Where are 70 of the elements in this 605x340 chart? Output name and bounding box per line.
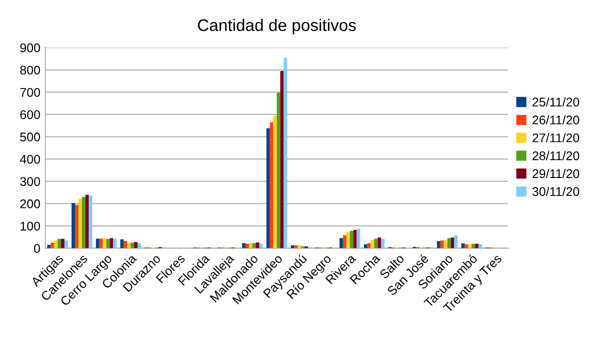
bar — [273, 116, 277, 248]
legend-label: 27/11/20 — [532, 133, 580, 142]
bar — [124, 240, 128, 248]
bar — [346, 232, 350, 248]
bar — [61, 238, 64, 248]
bar — [364, 244, 368, 248]
bar — [138, 243, 141, 248]
bar — [280, 71, 284, 248]
bar — [342, 235, 346, 248]
bar — [378, 238, 382, 248]
bar — [461, 243, 465, 248]
bar — [242, 243, 246, 248]
bar — [353, 230, 357, 248]
bar — [47, 244, 51, 248]
y-tick-label: 500 — [20, 132, 40, 142]
y-tick-label: 400 — [20, 154, 40, 164]
bar — [113, 238, 117, 248]
y-tick-label: 900 — [20, 43, 40, 52]
bar — [270, 122, 274, 248]
bar — [256, 242, 260, 248]
bar — [127, 242, 131, 248]
legend-label: 30/11/20 — [532, 186, 580, 196]
bar — [58, 238, 62, 248]
bar — [50, 242, 54, 248]
legend-label: 25/11/20 — [532, 97, 580, 106]
bar — [266, 128, 270, 248]
bar — [440, 240, 444, 248]
bar — [436, 241, 440, 248]
bar — [130, 242, 134, 248]
bar — [367, 243, 371, 248]
bar — [447, 238, 451, 248]
bar — [96, 238, 100, 248]
legend-label: 28/11/20 — [532, 151, 580, 160]
bar — [454, 235, 458, 248]
bar — [284, 58, 288, 248]
bar — [78, 198, 82, 248]
bar — [340, 238, 343, 248]
bar — [102, 238, 106, 248]
bar — [246, 244, 249, 248]
bar — [134, 242, 138, 248]
bar — [475, 244, 479, 248]
legend-label: 29/11/20 — [532, 168, 580, 178]
bar — [468, 244, 472, 248]
y-tick-label: 700 — [20, 88, 40, 97]
bar — [75, 204, 78, 248]
bar — [374, 238, 378, 248]
y-tick-label: 800 — [20, 66, 40, 75]
bar — [72, 202, 76, 248]
bar — [252, 243, 256, 248]
bar — [381, 238, 385, 248]
y-tick-label: 200 — [20, 199, 40, 208]
bar — [350, 230, 354, 248]
bar — [444, 240, 448, 248]
bar — [478, 244, 482, 248]
bar — [82, 196, 86, 248]
bar — [99, 238, 103, 248]
bar — [64, 240, 68, 248]
bar — [54, 240, 58, 248]
y-tick-label: 300 — [20, 177, 40, 186]
bar — [472, 244, 476, 248]
bar — [88, 195, 92, 248]
bar — [259, 244, 263, 248]
bar — [85, 194, 89, 248]
chart-title: Cantidad de positivos — [198, 18, 356, 34]
y-tick-label: 600 — [20, 110, 40, 120]
y-tick-label: 0 — [34, 244, 40, 253]
legend-label: 26/11/20 — [532, 115, 580, 124]
bar — [248, 243, 252, 248]
bar — [110, 238, 114, 248]
y-tick-label: 100 — [20, 222, 40, 231]
